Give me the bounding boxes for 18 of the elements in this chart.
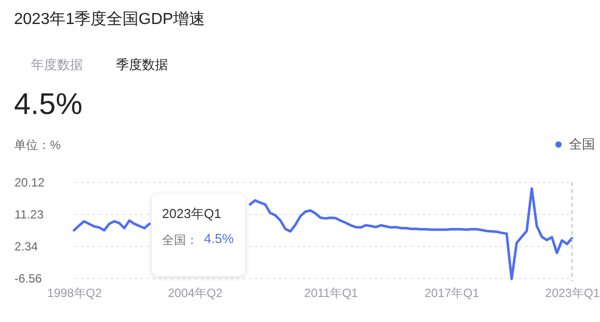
x-tick-label: 2011年Q1 <box>304 286 358 300</box>
legend-label: 全国 <box>569 136 595 152</box>
x-tick-label: 2023年Q1 <box>545 286 600 300</box>
text: 年度数据 <box>31 56 83 74</box>
y-axis-title: 单位：% <box>14 137 61 154</box>
x-tick-label: 2004年Q2 <box>168 286 223 300</box>
y-tick-label: 11.23 <box>14 208 44 222</box>
text: 4.5% <box>14 88 82 122</box>
annotation: 4.5% <box>204 231 234 246</box>
annotation: 2023年Q1 <box>162 205 222 223</box>
annotation: 全国： <box>162 232 198 249</box>
chart-title: 2023年1季度全国GDP增速 <box>14 10 206 30</box>
y-tick-label: 2.34 <box>14 240 38 254</box>
text: 季度数据 <box>116 56 168 74</box>
x-tick-label: 1998年Q2 <box>47 286 102 300</box>
x-tick-label: 2017年Q1 <box>424 286 480 300</box>
y-tick-label: -6.56 <box>14 272 42 286</box>
y-tick-label: 20.12 <box>14 176 45 190</box>
